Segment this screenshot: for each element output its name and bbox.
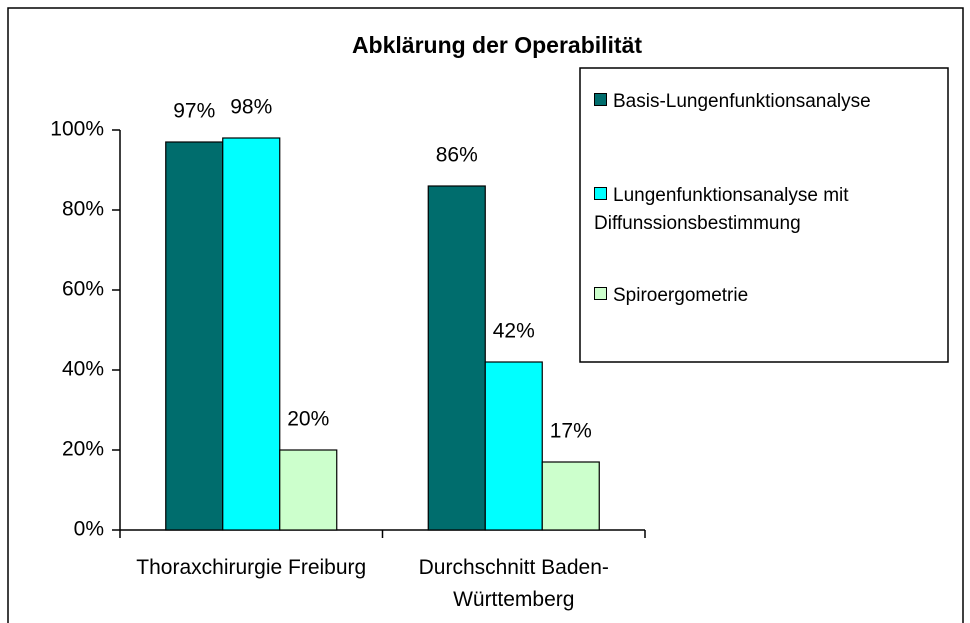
legend-swatch xyxy=(594,187,607,200)
y-tick-label: 80% xyxy=(62,198,104,221)
value-label: 86% xyxy=(436,144,478,167)
x-tick-label: Durchschnitt Baden-Württemberg xyxy=(418,556,609,611)
legend-label: Basis-Lungenfunktionsanalyse xyxy=(613,91,871,112)
legend-swatch xyxy=(594,93,607,106)
legend-entry: Basis-Lungenfunktionsanalyse xyxy=(594,88,924,116)
legend-swatch xyxy=(594,287,607,300)
x-tick-label: Thoraxchirurgie Freiburg xyxy=(136,556,367,579)
chart-title: Abklärung der Operabilität xyxy=(352,32,642,58)
bar xyxy=(165,141,224,531)
bar xyxy=(279,449,338,531)
value-label: 42% xyxy=(493,320,535,343)
legend-label: Lungenfunktionsanalyse mit Diffunssionsb… xyxy=(594,185,849,234)
bar xyxy=(541,461,600,531)
bar xyxy=(222,137,281,531)
legend-box xyxy=(579,67,949,363)
y-tick-label: 0% xyxy=(74,518,104,541)
legend-entry: Lungenfunktionsanalyse mit Diffunssionsb… xyxy=(594,182,924,238)
legend-label: Spiroergometrie xyxy=(613,285,749,306)
y-tick-label: 60% xyxy=(62,278,104,301)
bar xyxy=(427,185,486,531)
frame xyxy=(7,7,964,623)
value-label: 20% xyxy=(287,408,329,431)
legend-entry: Spiroergometrie xyxy=(594,282,924,310)
value-label: 98% xyxy=(230,96,272,119)
bar xyxy=(484,361,543,531)
y-tick-label: 20% xyxy=(62,438,104,461)
value-label: 97% xyxy=(173,100,215,123)
y-tick-label: 40% xyxy=(62,358,104,381)
y-tick-label: 100% xyxy=(50,118,104,141)
value-label: 17% xyxy=(550,420,592,443)
